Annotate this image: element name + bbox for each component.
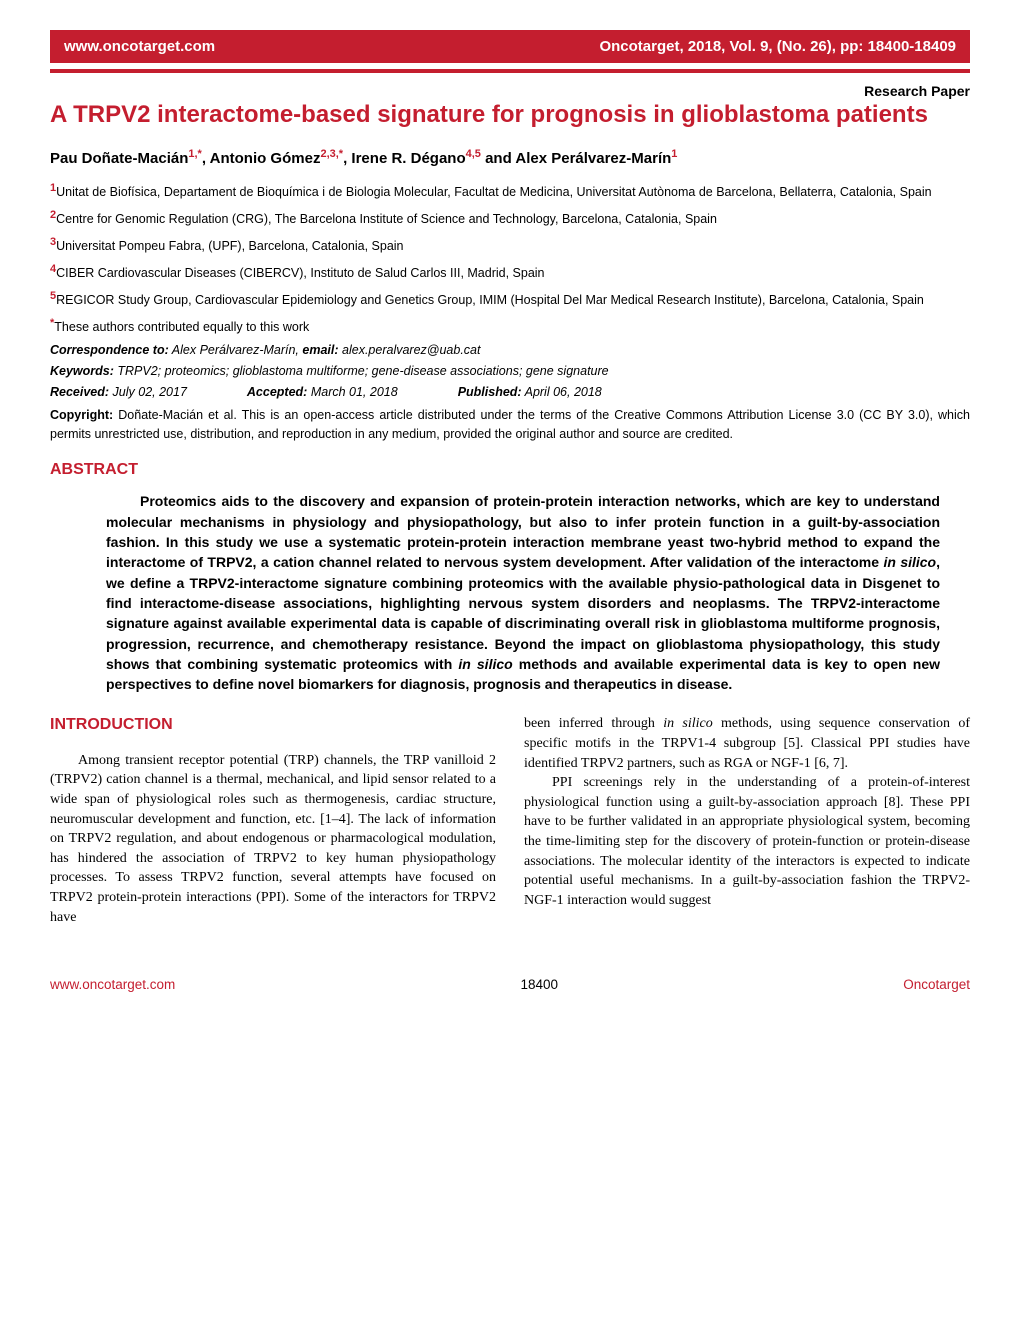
affiliation-5: 5REGICOR Study Group, Cardiovascular Epi… [50, 289, 970, 309]
body-columns: INTRODUCTION Among transient receptor po… [50, 714, 970, 927]
header-divider [50, 69, 970, 73]
footer-website: www.oncotarget.com [50, 977, 175, 992]
correspondence-line: Correspondence to: Alex Perálvarez-Marín… [50, 343, 970, 357]
abstract-body: Proteomics aids to the discovery and exp… [106, 491, 940, 694]
footer-journal-name: Oncotarget [903, 977, 970, 992]
column-right: been inferred through in silico methods,… [524, 714, 970, 927]
affiliation-equal: *These authors contributed equally to th… [50, 316, 970, 336]
column-left: INTRODUCTION Among transient receptor po… [50, 714, 496, 927]
affiliation-1: 1Unitat de Biofísica, Departament de Bio… [50, 181, 970, 201]
abstract-heading: ABSTRACT [50, 461, 970, 479]
authors-list: Pau Doñate-Macián1,*, Antonio Gómez2,3,*… [50, 148, 970, 167]
article-title: A TRPV2 interactome-based signature for … [50, 101, 970, 130]
dates-line: Received: July 02, 2017 Accepted: March … [50, 385, 970, 399]
intro-col2-text: been inferred through in silico methods,… [524, 714, 970, 910]
journal-citation: Oncotarget, 2018, Vol. 9, (No. 26), pp: … [599, 38, 956, 55]
page-footer: www.oncotarget.com 18400 Oncotarget [50, 977, 970, 992]
affiliation-3: 3Universitat Pompeu Fabra, (UPF), Barcel… [50, 235, 970, 255]
copyright-block: Copyright: Doñate-Macián et al. This is … [50, 406, 970, 444]
affiliation-4: 4CIBER Cardiovascular Diseases (CIBERCV)… [50, 262, 970, 282]
affiliation-2: 2Centre for Genomic Regulation (CRG), Th… [50, 208, 970, 228]
journal-website: www.oncotarget.com [64, 38, 215, 55]
introduction-heading: INTRODUCTION [50, 714, 496, 736]
intro-col1-text: Among transient receptor potential (TRP)… [50, 751, 496, 927]
journal-header-bar: www.oncotarget.com Oncotarget, 2018, Vol… [50, 30, 970, 63]
footer-page-number: 18400 [520, 977, 558, 992]
affiliations-block: 1Unitat de Biofísica, Departament de Bio… [50, 181, 970, 336]
paper-type-label: Research Paper [50, 83, 970, 99]
keywords-line: Keywords: TRPV2; proteomics; glioblastom… [50, 364, 970, 378]
